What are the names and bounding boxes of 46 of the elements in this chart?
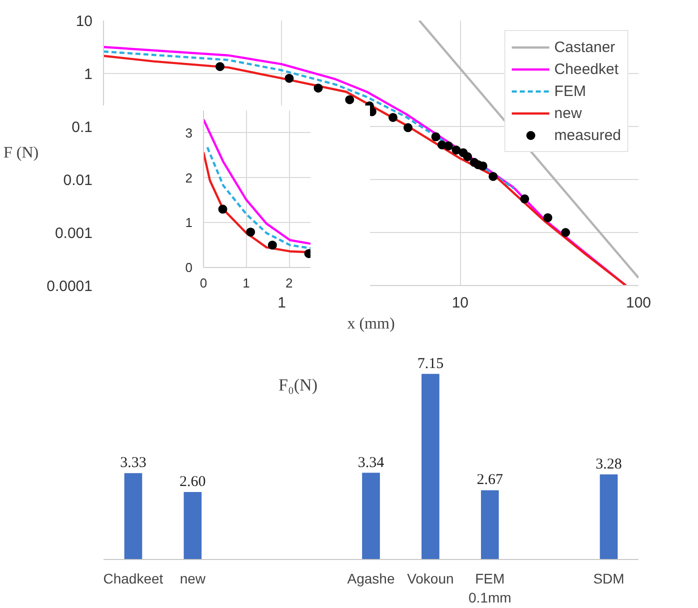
- x-axis-title: x (mm): [347, 316, 395, 332]
- point: [246, 228, 256, 237]
- x-tick-label: Agashe: [347, 570, 395, 586]
- y-tick-label: 0: [185, 260, 193, 275]
- bar: [362, 472, 380, 560]
- x-tick-label: FEM 0.1mm: [468, 570, 512, 606]
- data-label: 7.15: [417, 356, 444, 372]
- bar: [422, 374, 440, 560]
- data-label: 2.67: [476, 472, 504, 488]
- bar: [480, 490, 499, 560]
- y-tick-label: 10: [76, 13, 93, 30]
- data-label: 3.34: [358, 454, 385, 471]
- bar: [124, 473, 142, 560]
- bar: [184, 492, 202, 560]
- x-tick-label: 0: [200, 276, 208, 290]
- legend-label: Cheedket: [554, 60, 619, 78]
- y-tick-label: 0.01: [63, 172, 93, 189]
- x-tick-label: new: [180, 570, 206, 586]
- y-tick-label: 1: [84, 66, 92, 83]
- y-tick-label: 0.001: [54, 225, 93, 242]
- legend-label: FEM: [554, 82, 586, 100]
- legend-label: measured: [554, 126, 621, 144]
- point: [218, 204, 228, 214]
- x-tick-label: 10: [452, 294, 469, 312]
- legend-label: new: [554, 104, 582, 122]
- y-tick-label: 2: [185, 170, 193, 186]
- legend-label: Castaner: [554, 38, 616, 56]
- x-tick-label: 1: [278, 294, 286, 312]
- x-tick-label: 2: [285, 276, 293, 290]
- data-label: 2.60: [180, 474, 206, 490]
- y-tick-label: 0.1: [72, 119, 93, 136]
- y-axis-title: F (N): [4, 144, 39, 162]
- y-tick-label: 0.0001: [46, 278, 93, 295]
- data-label: 3.28: [596, 456, 622, 472]
- point: [268, 240, 277, 250]
- y-axis-title: F₀(N): [278, 376, 318, 394]
- x-tick-label: SDM: [593, 570, 624, 586]
- x-tick-label: Chadkeet: [103, 570, 164, 586]
- bar: [600, 474, 618, 560]
- y-tick-label: 1: [185, 215, 193, 230]
- line-series: [204, 118, 310, 245]
- x-tick-label: Vokoun: [407, 570, 454, 586]
- data-label: 3.33: [120, 455, 146, 472]
- x-tick-label: 1: [242, 276, 250, 290]
- x-tick-label: 100: [626, 294, 652, 312]
- y-tick-label: 3: [185, 125, 193, 140]
